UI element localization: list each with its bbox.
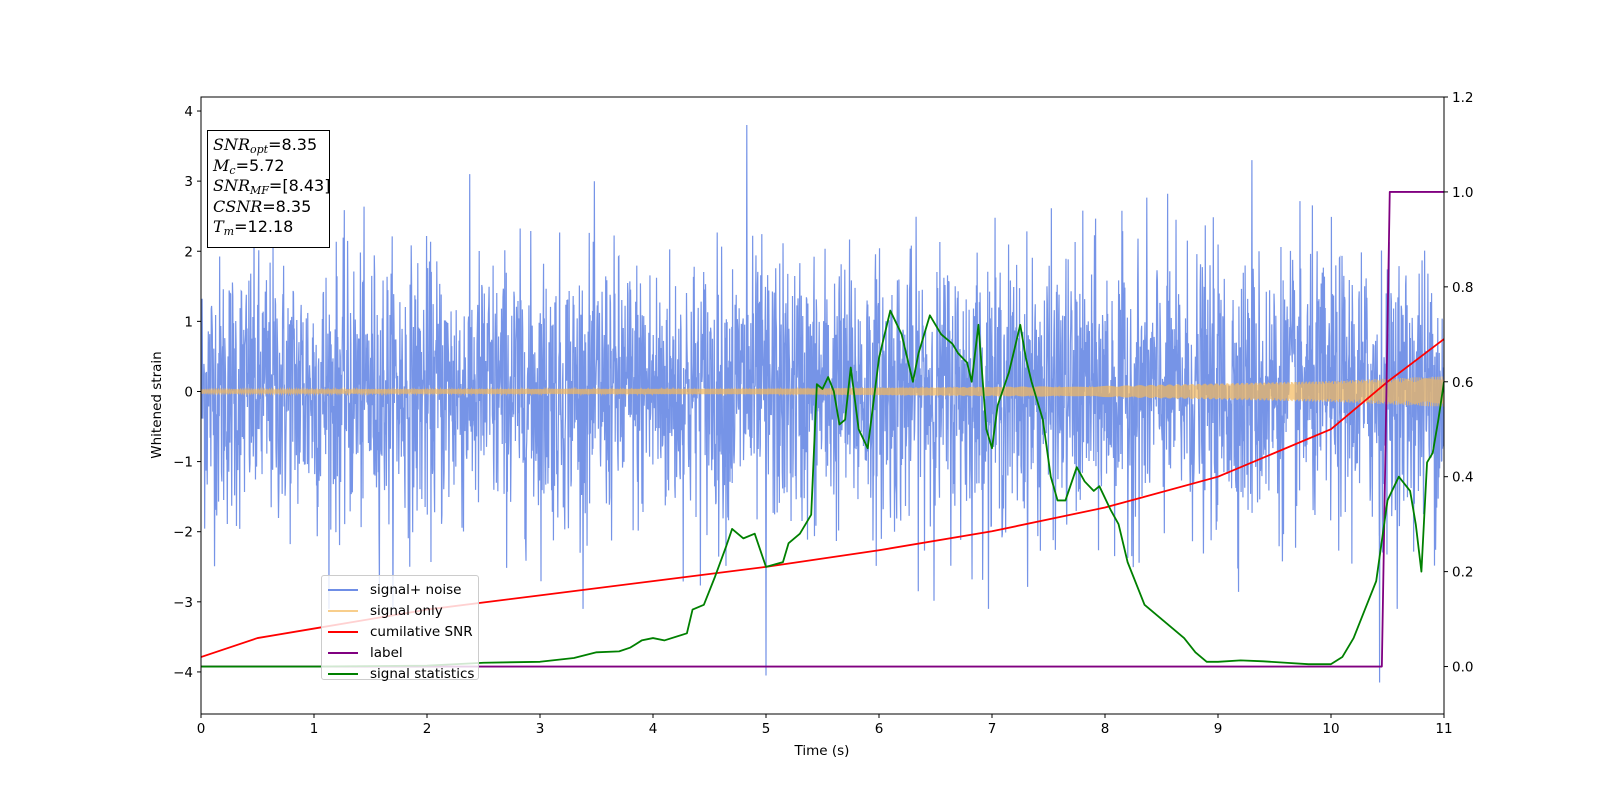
x-tick-label: 11 (1435, 721, 1452, 737)
x-tick-label: 1 (310, 721, 319, 737)
chirp-mass-line: Mc=5.72 (213, 155, 285, 177)
csnr-line: CSNR=8.35 (213, 196, 312, 216)
legend-item-cumulative-snr: cumilative SNR (328, 621, 478, 642)
y2-tick-label: 0.0 (1452, 660, 1473, 676)
y-tick-label: −1 (173, 455, 193, 471)
legend-label: signal only (370, 602, 443, 619)
y-tick-label: 4 (184, 104, 193, 120)
chirp-mass-value: =5.72 (235, 155, 285, 175)
x-tick-label: 5 (762, 721, 771, 737)
y-tick-label: 2 (184, 244, 193, 260)
x-tick-label: 6 (875, 721, 884, 737)
y-tick-label: 1 (184, 314, 193, 330)
plot-frame (200, 96, 1445, 715)
y-tick-label: 0 (184, 384, 193, 400)
series-signal-noise (201, 125, 1444, 683)
legend-label: cumilative SNR (370, 623, 473, 640)
y2-tick-label: 0.2 (1452, 565, 1473, 581)
y2-tick-label: 1.2 (1452, 90, 1473, 106)
tm-value: =12.18 (234, 217, 294, 236)
y2-tick-label: 1.0 (1452, 185, 1473, 201)
x-tick-label: 10 (1322, 721, 1339, 737)
axes: 0 1 2 3 4 5 6 7 8 9 10 11 −4 −3 −2 −1 0 1 2 3 4 0.0 0.2 0.4 0.6 0… (173, 90, 1473, 737)
csnr-value: =8.35 (262, 196, 312, 216)
statistics-info-box: SNRopt=8.35 Mc=5.72 SNRMF=[8.43] CSNR=8.… (207, 130, 330, 248)
legend-item-signal-only: signal only (328, 600, 478, 621)
y-tick-label: −4 (173, 665, 193, 681)
legend-swatch (328, 588, 358, 591)
series-signal-only (201, 376, 1444, 407)
legend-item-signal-noise: signal+ noise (328, 579, 478, 600)
snr-opt-value: =8.35 (268, 135, 318, 154)
x-tick-label: 8 (1101, 721, 1110, 737)
snr-mf-value: =[8.43] (268, 176, 331, 195)
legend-swatch (328, 630, 358, 633)
x-axis-label: Time (s) (794, 743, 850, 759)
x-tick-label: 0 (197, 721, 206, 737)
plot-area (201, 125, 1444, 683)
tm-line: Tm=12.18 (213, 217, 294, 238)
legend-swatch (328, 651, 358, 654)
legend-item-signal-statistics: signal statistics (328, 663, 478, 684)
legend-label: signal statistics (370, 665, 475, 682)
y-tick-label: 3 (184, 174, 193, 190)
x-tick-label: 7 (988, 721, 997, 737)
legend-swatch (328, 609, 358, 612)
legend-item-label: label (328, 642, 478, 663)
legend-label: signal+ noise (370, 581, 462, 598)
legend: signal+ noise signal only cumilative SNR… (321, 575, 479, 682)
snr-mf-line: SNRMF=[8.43] (213, 176, 331, 197)
series-label (201, 191, 1444, 668)
y2-tick-label: 0.4 (1452, 470, 1473, 486)
x-tick-label: 9 (1214, 721, 1223, 737)
y2-tick-label: 0.8 (1452, 280, 1473, 296)
x-tick-label: 3 (536, 721, 545, 737)
legend-swatch (328, 672, 358, 675)
snr-opt-line: SNRopt=8.35 (213, 135, 318, 156)
legend-label: label (370, 644, 403, 661)
x-tick-label: 4 (649, 721, 658, 737)
y-tick-label: −2 (173, 525, 193, 541)
series-signal-statistics (201, 309, 1444, 668)
x-tick-label: 2 (423, 721, 432, 737)
y-tick-label: −3 (173, 595, 193, 611)
y2-tick-label: 0.6 (1452, 375, 1473, 391)
y-axis-label: Whitened strain (149, 351, 165, 458)
